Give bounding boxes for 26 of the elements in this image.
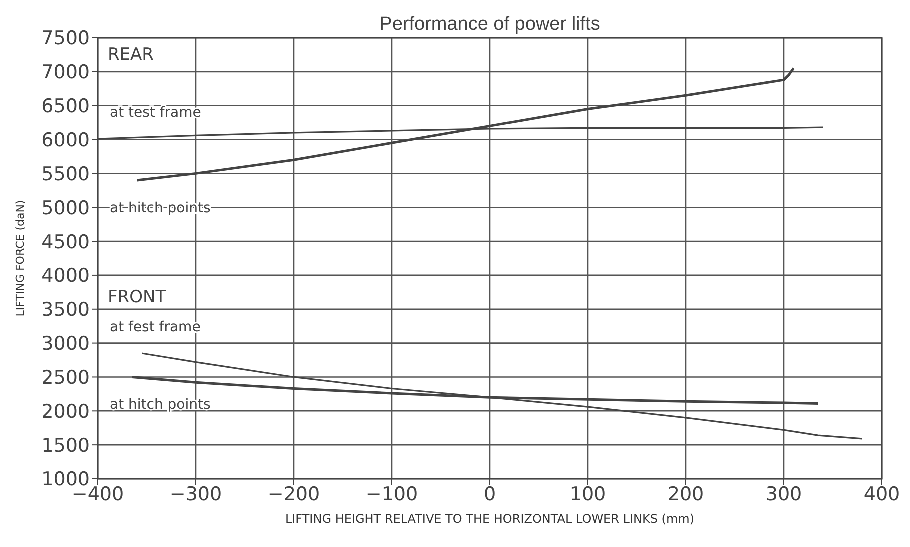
annotation: FRONT — [108, 287, 167, 308]
x-tick-label: −200 — [268, 483, 320, 506]
x-tick-label: 200 — [668, 483, 704, 506]
y-tick-label: 6500 — [42, 96, 90, 118]
y-tick-label: 2500 — [42, 366, 90, 389]
x-tick-label: 400 — [864, 483, 900, 506]
x-axis-title: LIFTING HEIGHT RELATIVE TO THE HORIZONTAL LOWER LINKS (mm) — [285, 512, 695, 526]
y-axis-title: LIFTING FORCE (daN) — [14, 200, 27, 317]
x-tick-label: 300 — [766, 483, 802, 506]
annotation: REAR — [108, 45, 154, 65]
x-tick-label: 0 — [484, 483, 496, 506]
y-tick-label: 7500 — [42, 28, 90, 50]
y-tick-label: 6000 — [42, 130, 90, 152]
chart-title: Performance of power lifts — [380, 14, 600, 35]
y-tick-label: 5500 — [42, 163, 90, 186]
y-tick-label: 7000 — [42, 62, 90, 84]
y-tick-label: 2000 — [42, 400, 90, 423]
x-tick-label: −300 — [170, 483, 222, 506]
x-tick-label: 100 — [570, 483, 606, 506]
y-tick-label: 4000 — [42, 265, 90, 288]
y-tick-label: 4500 — [42, 231, 90, 254]
y-tick-label: 5000 — [42, 197, 90, 220]
y-tick-label: 1500 — [42, 434, 90, 457]
x-tick-label: −100 — [366, 483, 418, 506]
y-tick-label: 3500 — [42, 299, 90, 322]
y-tick-label: 3000 — [42, 333, 90, 356]
